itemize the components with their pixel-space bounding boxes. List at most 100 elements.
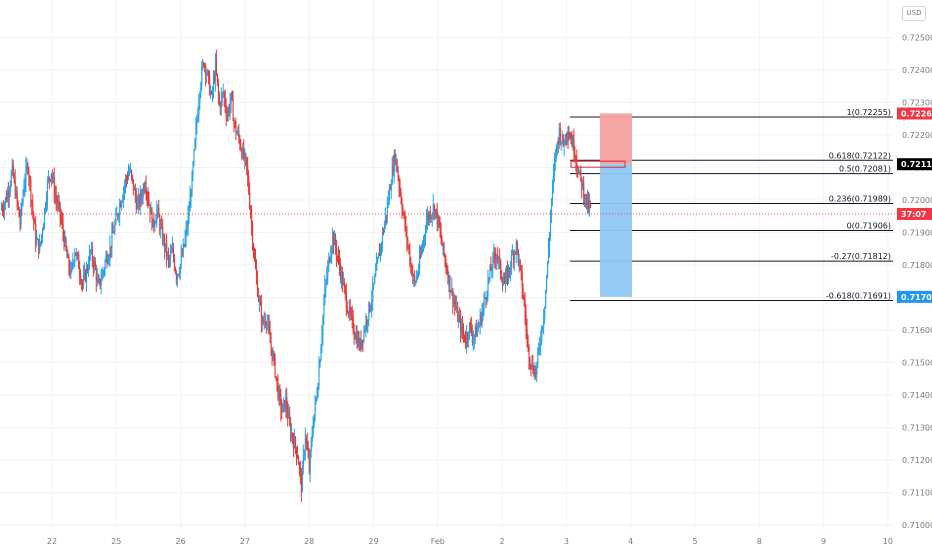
candle-body	[311, 435, 313, 442]
candle-body	[170, 253, 172, 259]
candle-body	[73, 261, 75, 263]
candle-body	[268, 323, 270, 333]
fib-level-label: -0.618(0.71691)	[826, 291, 891, 300]
candle-body	[290, 424, 292, 436]
y-tick-label: 0.71000	[902, 521, 932, 530]
candle-body	[84, 271, 86, 276]
candle-body	[263, 321, 265, 323]
candle-body	[334, 237, 336, 246]
candle-body	[199, 93, 201, 103]
candle-body	[218, 94, 220, 105]
candle-body	[407, 240, 409, 246]
candle-body	[8, 190, 10, 197]
candle-body	[341, 271, 343, 279]
candle-body	[462, 324, 464, 332]
candle-body	[205, 65, 207, 76]
candle-body	[367, 319, 369, 324]
candle-body	[192, 164, 194, 174]
candle-body	[414, 275, 416, 283]
candle-body	[465, 340, 467, 345]
candle-body	[408, 245, 410, 251]
candle-body	[38, 239, 40, 253]
candle-body	[412, 275, 414, 277]
candle-body	[474, 326, 476, 336]
candle-body	[201, 67, 203, 86]
candle-body	[496, 255, 498, 260]
candle-body	[18, 207, 20, 217]
candle-body	[151, 209, 153, 228]
candle-body	[106, 256, 108, 264]
candle-body	[148, 201, 150, 205]
candle-body	[11, 163, 13, 174]
candle-body	[86, 268, 88, 281]
candle-body	[278, 389, 280, 399]
time-axis[interactable]: 22 25 26 27 28 29 Feb 2 3 4 5 8 9 10	[47, 537, 893, 546]
candle-body	[92, 260, 94, 268]
candle-body	[189, 196, 191, 212]
candle-body	[438, 216, 440, 227]
candle-body	[139, 193, 141, 206]
candle-body	[260, 300, 262, 305]
candle-body	[498, 257, 500, 259]
candle-body	[519, 260, 521, 266]
candle-body	[396, 159, 398, 172]
candle-body	[428, 213, 430, 220]
candle-body	[425, 231, 427, 236]
candle-body	[98, 278, 100, 283]
candle-body	[293, 439, 295, 448]
candle-body	[175, 268, 177, 273]
candle-body	[7, 192, 9, 197]
candle-body	[283, 400, 285, 404]
candle-body	[68, 255, 70, 269]
candle-body	[229, 103, 231, 113]
candle-body	[135, 196, 137, 209]
candle-body	[382, 231, 384, 244]
candle-body	[149, 204, 151, 215]
candle-body	[317, 386, 319, 397]
candle-body	[285, 397, 287, 410]
candle-body	[477, 326, 479, 330]
y-tick-label: 0.71800	[902, 261, 932, 270]
candle-body	[70, 268, 72, 275]
price-tag	[897, 158, 932, 171]
candle-body	[244, 153, 246, 159]
candle-body	[1, 208, 3, 210]
candle-body	[22, 194, 24, 204]
candle-body	[130, 170, 132, 172]
short-position-tool[interactable]	[570, 113, 632, 297]
candle-body	[14, 179, 16, 197]
candle-body	[249, 192, 251, 208]
candle-body	[132, 175, 134, 180]
candle-body	[435, 209, 437, 211]
candle-body	[254, 253, 256, 260]
candle-body	[177, 274, 179, 276]
candle-body	[169, 258, 171, 260]
candle-body	[178, 273, 180, 275]
candle-body	[257, 277, 259, 296]
fib-level-label: 0.5(0.72081)	[839, 165, 891, 174]
candle-body	[343, 282, 345, 285]
candle-body	[2, 208, 4, 211]
candle-body	[584, 198, 586, 200]
candle-body	[514, 252, 516, 254]
candle-body	[195, 126, 197, 140]
candle-body	[506, 270, 508, 276]
candle-body	[138, 197, 140, 206]
price-tag-label: 37:07	[901, 210, 926, 219]
candle-body	[66, 249, 68, 259]
candle-body	[176, 274, 178, 280]
candle-body	[188, 211, 190, 216]
candle-body	[563, 144, 565, 146]
candle-body	[315, 397, 317, 402]
currency-badge[interactable]: USD	[902, 6, 926, 21]
candle-body	[77, 253, 79, 256]
candle-body	[40, 241, 42, 244]
candle-body	[301, 473, 303, 492]
candle-body	[537, 350, 539, 363]
candle-body	[585, 194, 587, 200]
candle-body	[373, 283, 375, 285]
candle-body	[393, 153, 395, 173]
candle-body	[388, 188, 390, 202]
candle-body	[528, 346, 530, 361]
